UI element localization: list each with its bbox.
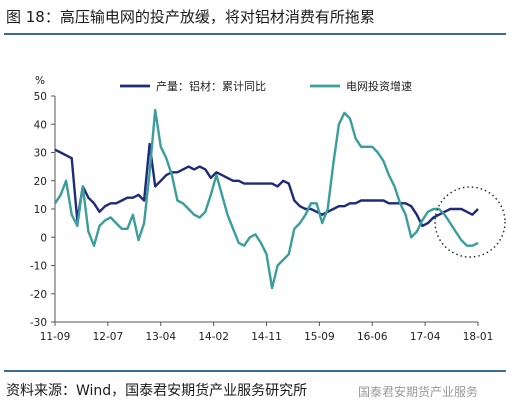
x-tick-label: 11-09 — [40, 331, 71, 343]
y-tick-label: 50 — [34, 91, 47, 103]
y-tick-label: -20 — [30, 289, 47, 301]
watermark: 国泰君安期货产业服务 — [358, 385, 479, 399]
y-tick-label: -10 — [30, 261, 47, 273]
y-tick-label: -30 — [30, 317, 47, 329]
legend-label-1: 产量：铝材：累计同比 — [156, 79, 266, 93]
y-tick-label: 0 — [40, 232, 47, 244]
x-tick-label: 17-04 — [410, 331, 441, 343]
figure-title: 图 18：高压输电网的投产放缓，将对铝材消费有所拖累 — [6, 8, 375, 26]
legend-label-2: 电网投资增速 — [346, 79, 412, 93]
highlight-circle — [434, 186, 506, 258]
x-tick-label: 12-07 — [93, 331, 124, 343]
y-axis-label: % — [35, 75, 45, 87]
y-tick-label: 20 — [34, 176, 47, 188]
source-note: 资料来源：Wind，国泰君安期货产业服务研究所 — [6, 383, 308, 399]
x-tick-label: 16-06 — [357, 331, 388, 343]
series-line-2 — [54, 108, 479, 290]
title-divider — [4, 33, 506, 35]
y-tick-label: 30 — [34, 148, 47, 160]
x-tick-label: 14-11 — [251, 331, 282, 343]
series-line-1 — [54, 142, 479, 228]
y-tick-label: 10 — [34, 204, 47, 216]
series-layer — [54, 108, 479, 290]
x-tick-label: 13-04 — [145, 331, 176, 343]
y-tick-label: 40 — [34, 119, 47, 131]
x-tick-label: 18-01 — [463, 331, 494, 343]
legend: 产量：铝材：累计同比 电网投资增速 — [120, 79, 412, 93]
axes-layer: % -30 -20 -10 0 10 20 30 40 50 11-09 12-07 13-04 14-0… — [30, 75, 493, 343]
x-tick-label: 14-02 — [198, 331, 229, 343]
x-tick-label: 15-09 — [304, 331, 335, 343]
source-divider — [4, 370, 506, 372]
